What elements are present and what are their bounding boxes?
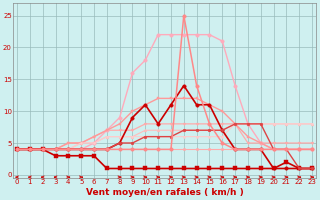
X-axis label: Vent moyen/en rafales ( km/h ): Vent moyen/en rafales ( km/h ) (86, 188, 244, 197)
